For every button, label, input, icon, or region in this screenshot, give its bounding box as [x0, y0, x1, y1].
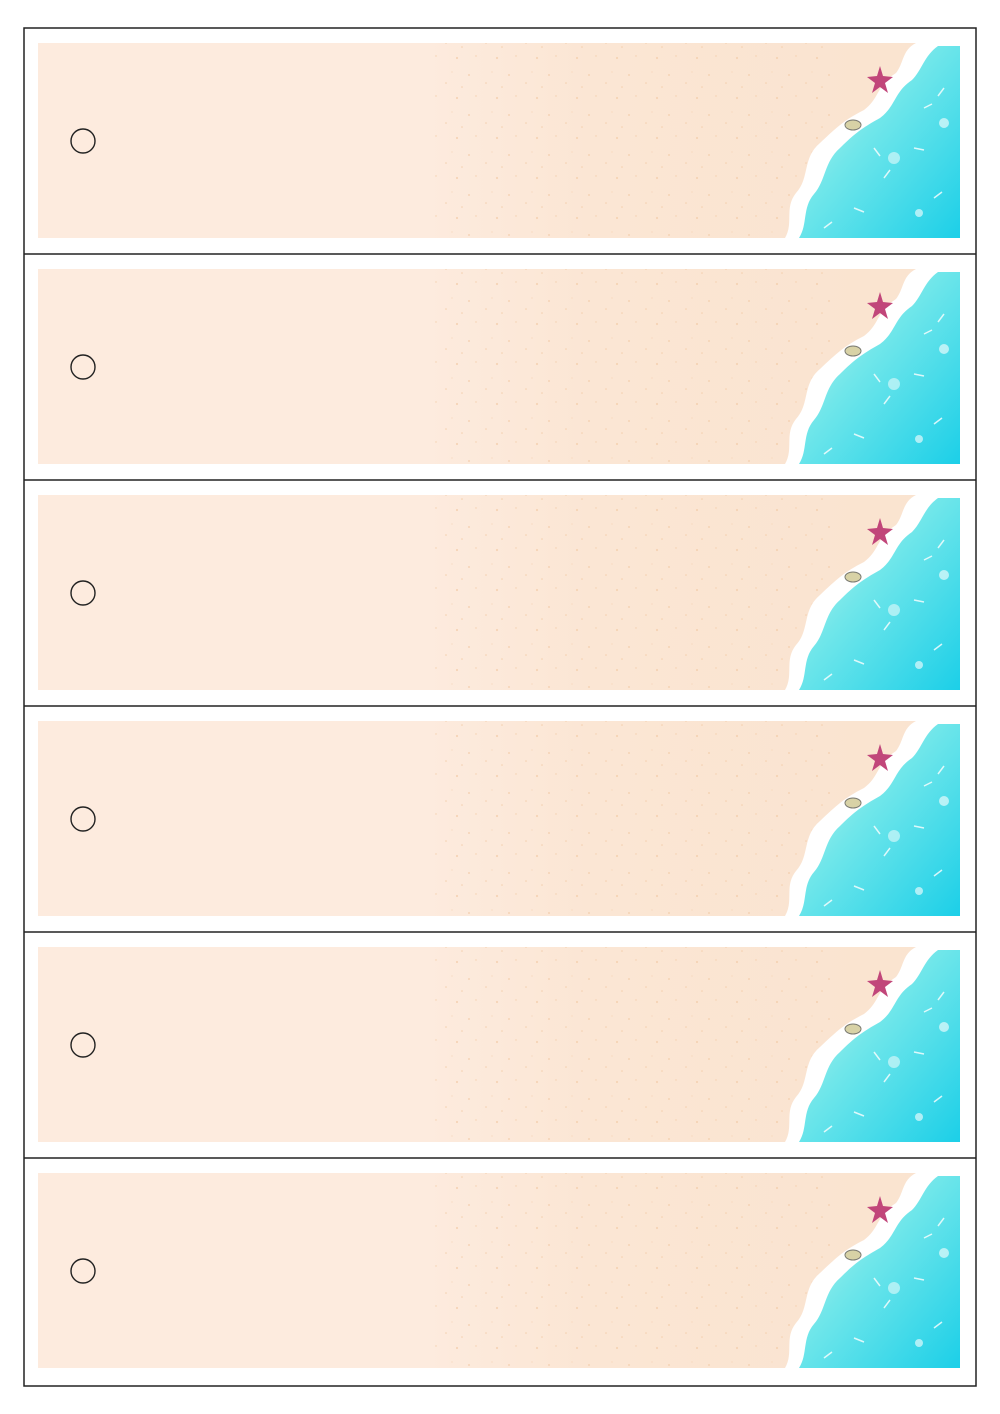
tag [37, 1172, 961, 1369]
sheet-border [23, 27, 977, 1387]
tag [37, 946, 961, 1143]
tag [37, 42, 961, 239]
tag [37, 268, 961, 465]
tag [37, 494, 961, 691]
tag [37, 720, 961, 917]
